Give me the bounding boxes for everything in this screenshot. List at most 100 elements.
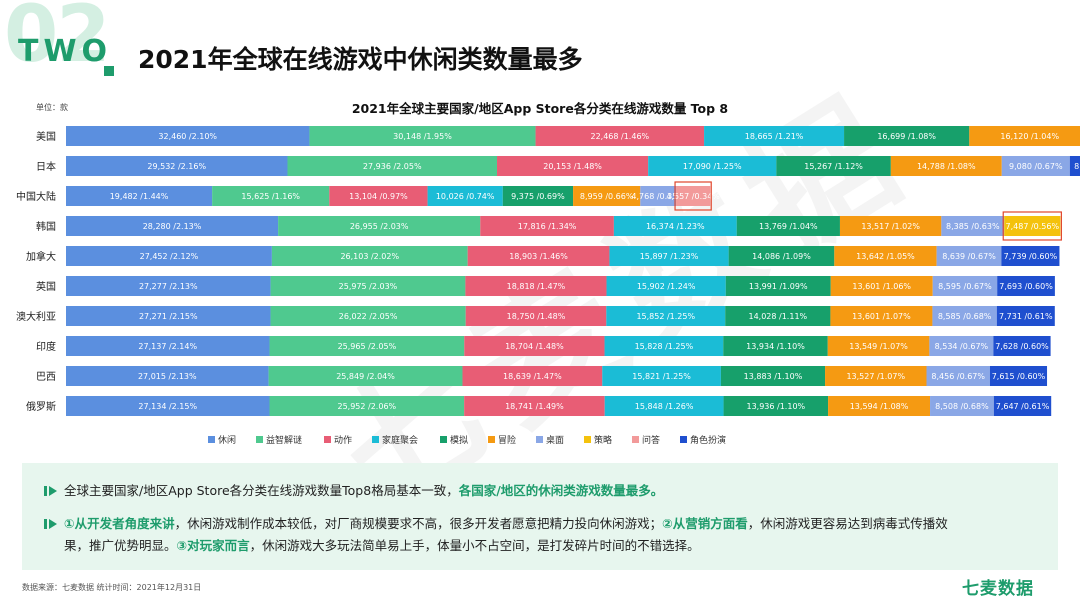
data-label: 32,460 /2.10% [158,132,217,141]
category-label: 日本 [36,160,56,173]
data-label: 13,527 /1.07% [846,372,905,381]
data-label: 14,028 /1.11% [748,312,807,321]
data-label: 15,821 /1.25% [632,372,691,381]
bar-segment [648,156,777,176]
data-label: 27,452 /2.12% [140,252,199,261]
bar-segment [1004,216,1061,236]
bar-segment [834,246,937,266]
section-number: 02 [4,0,111,80]
legend-swatch [372,436,379,443]
legend-label: 桌面 [546,434,564,446]
summary-line-2: ①从开发者角度来讲，休闲游戏制作成本较低，对厂商规模要求不高，很多开发者愿意把精… [64,516,948,531]
bar-segment [480,216,614,236]
legend-label: 益智解谜 [266,434,302,446]
data-label: 26,022 /2.05% [339,312,398,321]
data-label: 8,292 /0.61% [1074,162,1080,171]
summary-line-1: 全球主要国家/地区App Store各分类在线游戏数量Top8格局基本一致，各国… [64,483,664,498]
data-label: 28,280 /2.13% [143,222,202,231]
legend-label: 角色扮演 [690,434,726,446]
bar-segment [329,186,428,206]
bar-segment [606,306,726,326]
bar-segment [736,216,840,236]
data-label: 7,731 /0.61% [999,312,1053,321]
bar-segment [462,366,603,386]
legend-swatch [488,436,495,443]
bar-segment [969,126,1080,146]
bar-segment [535,126,705,146]
bar-segment [604,396,724,416]
bar-segment [825,366,927,386]
data-label: 22,468 /1.46% [590,132,649,141]
data-label: 13,601 /1.07% [852,312,911,321]
data-label: 7,628 /0.60% [995,342,1049,351]
legend-label: 动作 [334,434,352,446]
data-label: 13,549 /1.07% [849,342,908,351]
legend-swatch [680,436,687,443]
data-label: 13,517 /1.02% [861,222,920,231]
data-source: 数据来源：七麦数据 统计时间：2021年12月31日 [22,583,202,592]
bar-segment [640,186,677,206]
data-label: 8,385 /0.63% [946,222,1000,231]
legend-label: 模拟 [450,434,468,446]
data-label: 20,153 /1.48% [543,162,602,171]
data-label: 13,769 /1.04% [759,222,818,231]
category-label: 俄罗斯 [26,400,56,413]
data-label: 25,975 /2.03% [339,282,398,291]
bar-segment [602,366,721,386]
bar-segment [828,396,931,416]
data-label: 18,903 /1.46% [509,252,568,261]
bar-segment [929,336,994,356]
data-label: 9,080 /0.67% [1009,162,1063,171]
bar-segment [270,306,466,326]
bar-segment [996,306,1055,326]
legend-label: 休闲 [218,434,236,446]
data-label: 27,134 /2.15% [138,402,197,411]
bar-segment [66,396,270,416]
bar-segment [930,396,994,416]
data-label: 18,750 /1.48% [507,312,566,321]
data-label: 15,902 /1.24% [637,282,696,291]
data-label: 13,104 /0.97% [349,192,408,201]
bar-segment [212,186,330,206]
bar-segment [728,246,835,266]
data-label: 13,883 /1.10% [744,372,803,381]
data-label: 4,557 /0.34% [666,192,720,201]
brand-logo: 七麦数据 [962,579,1034,599]
bar-segment [827,336,930,356]
data-label: 25,965 /2.05% [338,342,397,351]
data-label: 8,959 /0.66% [580,192,634,201]
legend-label: 冒险 [498,434,516,446]
bar-segment [66,156,288,176]
highlight-box [1002,211,1062,241]
data-label: 15,848 /1.26% [635,402,694,411]
data-label: 16,120 /1.04% [1000,132,1059,141]
data-label: 14,788 /1.08% [917,162,976,171]
chart-title: 2021年全球主要国家/地区App Store各分类在线游戏数量 Top 8 [351,101,729,116]
data-label: 26,955 /2.03% [350,222,409,231]
highlight-box [674,181,712,211]
bar-segment [839,216,942,236]
data-label: 13,991 /1.09% [749,282,808,291]
data-label: 9,375 /0.69% [511,192,565,201]
legend-swatch [584,436,591,443]
data-label: 19,482 /1.44% [110,192,169,201]
data-label: 30,148 /1.95% [393,132,452,141]
data-label: 18,639 /1.47% [503,372,562,381]
bar-segment [287,156,498,176]
bar-segment [725,306,831,326]
bar-segment [723,336,828,356]
bar-segment [502,186,574,206]
data-label: 16,374 /1.23% [646,222,705,231]
bar-segment [66,246,272,266]
bar-segment [997,276,1055,296]
bar-segment [720,366,826,386]
bar-segment [1001,246,1060,266]
unit-label: 单位：款 [36,103,68,112]
data-label: 27,936 /2.05% [363,162,422,171]
bar-segment [776,156,891,176]
data-label: 8,534 /0.67% [935,342,989,351]
data-label: 7,647 /0.61% [996,402,1050,411]
legend-swatch [440,436,447,443]
data-label: 14,086 /1.09% [752,252,811,261]
data-label: 25,849 /2.04% [336,372,395,381]
